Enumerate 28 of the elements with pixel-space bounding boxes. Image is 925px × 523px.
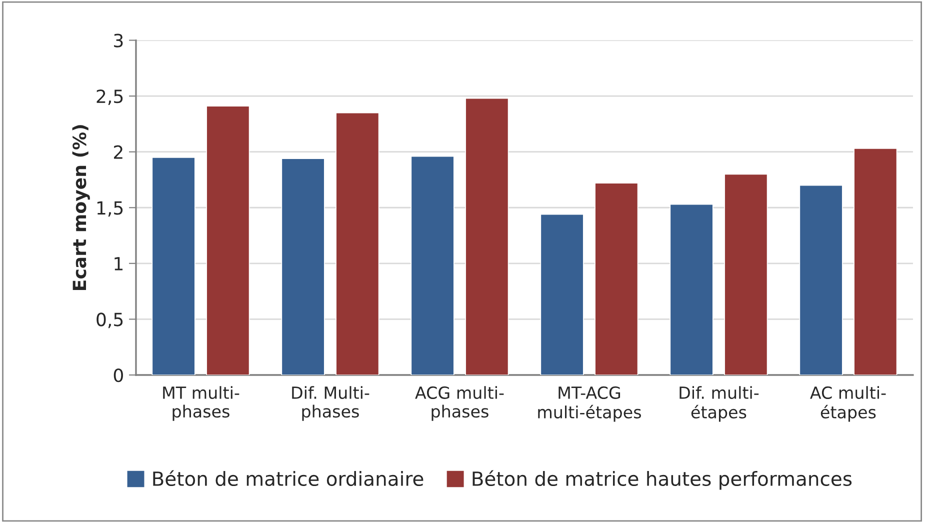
x-tick-label: Dif. multi- étapes: [680, 386, 759, 422]
y-axis-title: Ecart moyen (%): [72, 125, 90, 290]
legend-label: Béton de matrice hautes performances: [472, 470, 852, 490]
y-tick-label: 0: [114, 368, 123, 382]
y-tick-label: 2: [114, 145, 122, 159]
x-tick-label: ACG multi- phases: [415, 386, 504, 421]
x-tick-label: AC multi- étapes: [810, 386, 886, 422]
y-tick-label: 0,5: [96, 312, 123, 328]
x-tick-label: MT multi- phases: [163, 386, 240, 421]
bar: [854, 148, 898, 375]
legend-label: Béton de matrice ordianaire: [153, 470, 424, 486]
bar: [670, 204, 714, 375]
bar: [594, 182, 638, 375]
bar: [410, 156, 454, 375]
y-tick-label: 1,5: [97, 201, 123, 217]
bar: [206, 106, 250, 375]
x-tick-label: MT-ACG multi-étapes: [538, 386, 641, 422]
bar: [281, 158, 325, 375]
bar: [336, 112, 380, 375]
bar: [465, 98, 509, 375]
y-tick-label: 1: [114, 257, 122, 270]
y-tick-label: 2,5: [96, 90, 123, 106]
bar: [724, 174, 768, 375]
bar: [540, 214, 584, 375]
y-tick-label: 3: [114, 34, 123, 48]
bar: [152, 157, 196, 375]
x-tick-label: Dif. Multi- phases: [292, 386, 370, 421]
bar: [799, 184, 843, 375]
